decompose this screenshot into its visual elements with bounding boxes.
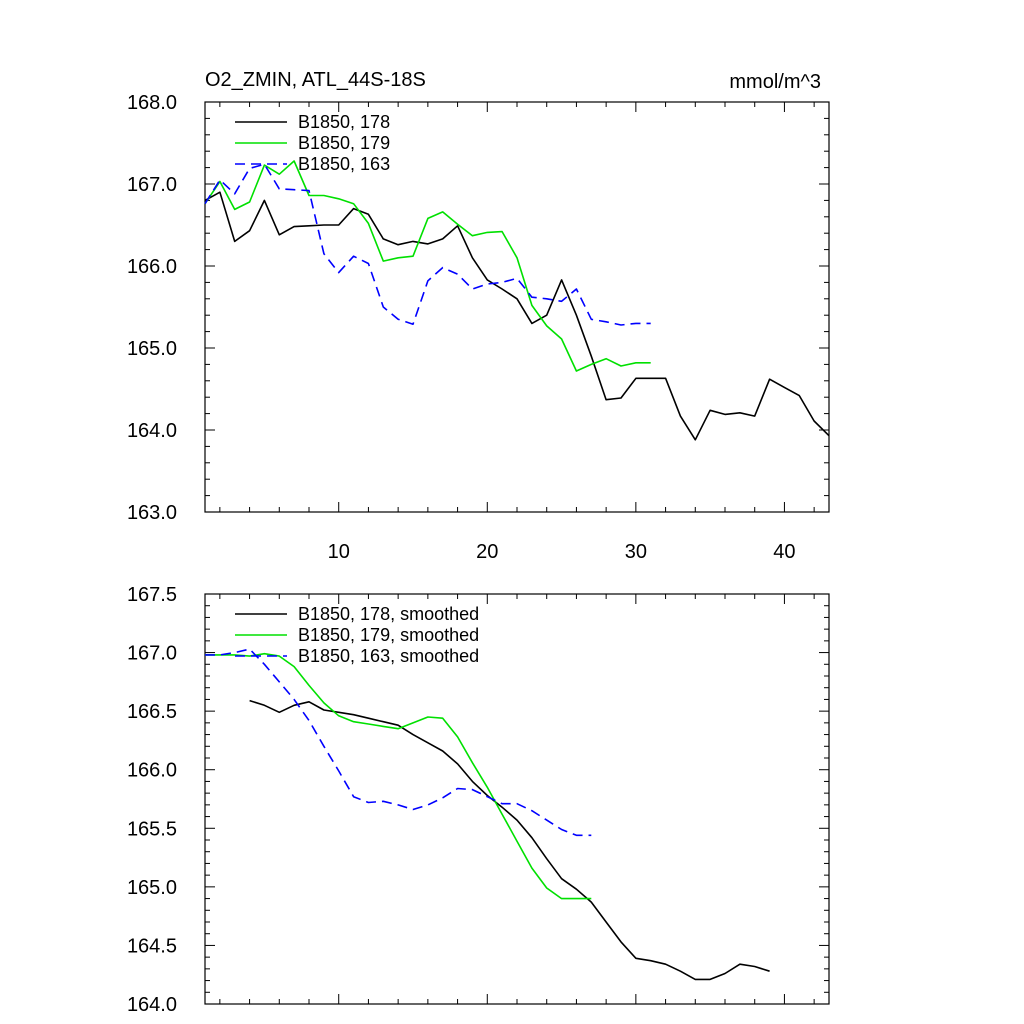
- x-tick-label: 40: [773, 541, 795, 563]
- y-tick-label: 167.0: [127, 174, 177, 196]
- y-tick-label: 167.0: [127, 643, 177, 665]
- x-tick-label: 30: [625, 541, 647, 563]
- y-tick-label: 168.0: [127, 92, 177, 114]
- series-line-1: [249, 699, 770, 981]
- series-line-3: [205, 648, 592, 837]
- y-tick-label: 164.0: [127, 994, 177, 1016]
- units-label: mmol/m^3: [729, 71, 821, 93]
- y-tick-label: 164.0: [127, 420, 177, 442]
- legend-label-1: B1850, 178: [298, 112, 390, 132]
- x-tick-label: 10: [328, 541, 350, 563]
- legend-label-3: B1850, 163: [298, 154, 390, 174]
- y-tick-label: 167.5: [127, 584, 177, 606]
- legend-label-2: B1850, 179: [298, 133, 390, 153]
- y-tick-label: 164.5: [127, 935, 177, 957]
- bottom-panel: 164.0 164.5 165.0 165.5 166.0 166.5 167.0 167.5…: [127, 584, 830, 1016]
- top-panel: 163.0 164.0 165.0 166.0 167.0 168.0 10 20 30 40 O2…: [127, 69, 830, 563]
- y-tick-label: 165.5: [127, 818, 177, 840]
- series-line-2: [204, 160, 651, 372]
- series-line-2: [205, 652, 592, 900]
- y-tick-label: 166.0: [127, 256, 177, 278]
- y-tick-label: 166.0: [127, 760, 177, 782]
- series-line-1: [204, 191, 830, 441]
- x-tick-label: 20: [476, 541, 498, 563]
- y-tick-label: 166.5: [127, 701, 177, 723]
- y-tick-label: 165.0: [127, 877, 177, 899]
- y-tick-label: 163.0: [127, 502, 177, 524]
- legend-label-3: B1850, 163, smoothed: [298, 646, 479, 666]
- series-line-3: [204, 163, 651, 326]
- legend-label-2: B1850, 179, smoothed: [298, 625, 479, 645]
- chart-title: O2_ZMIN, ATL_44S-18S: [205, 69, 426, 91]
- legend-label-1: B1850, 178, smoothed: [298, 604, 479, 624]
- y-tick-label: 165.0: [127, 338, 177, 360]
